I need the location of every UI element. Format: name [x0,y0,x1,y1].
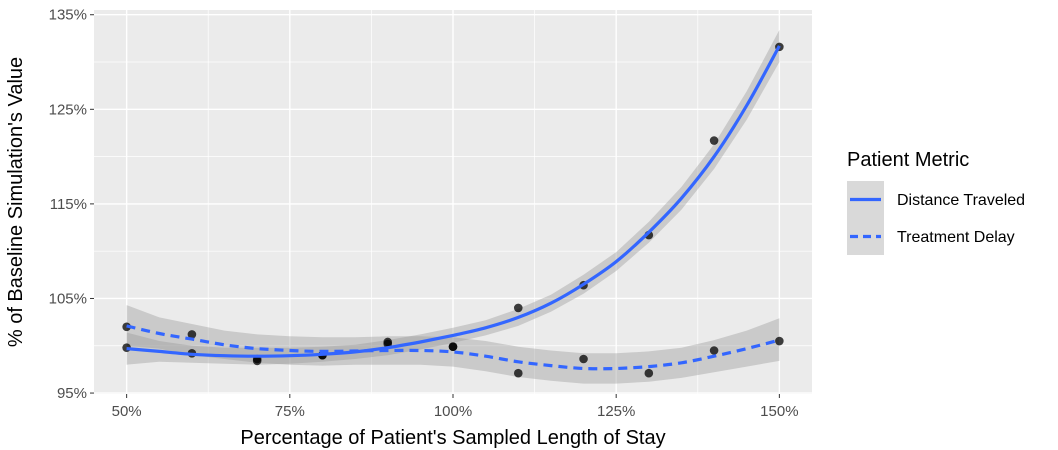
y-tick-label: 105% [49,290,87,307]
legend-label: Distance Traveled [897,192,1025,209]
y-tick-label: 135% [49,7,87,24]
legend-title: Patient Metric [847,149,969,171]
x-tick-label: 50% [112,403,142,420]
data-point [775,336,784,346]
legend-label: Treatment Delay [897,229,1015,246]
x-tick-label: 100% [434,403,472,420]
x-tick-label: 125% [597,403,635,420]
y-axis-title: % of Baseline Simulation's Value [5,57,27,347]
data-point [709,346,719,355]
data-point [513,368,523,378]
data-point [644,368,654,378]
series-line [126,45,781,358]
data-point [513,303,523,313]
y-tick-label: 95% [57,385,87,402]
data-point [187,330,197,339]
series-line [126,324,780,371]
legend: Patient Metric Distance Traveled Treatmen… [847,149,1025,255]
data-point [252,356,262,366]
data-point [579,354,588,364]
data-point [383,337,393,347]
y-tick-label: 125% [49,101,87,118]
x-axis-title: Percentage of Patient's Sampled Length o… [240,427,665,449]
major-gridlines [94,10,812,394]
y-axis-ticks: 95% 105% 115% 125% 135% [49,7,94,402]
smooth-lines [126,45,781,371]
y-tick-label: 115% [50,196,87,213]
data-point [448,342,458,352]
x-tick-label: 150% [760,403,798,420]
x-axis-ticks: 50% 75% 100% 125% 150% [112,394,799,420]
data-point [709,136,719,145]
x-tick-label: 75% [275,403,305,420]
